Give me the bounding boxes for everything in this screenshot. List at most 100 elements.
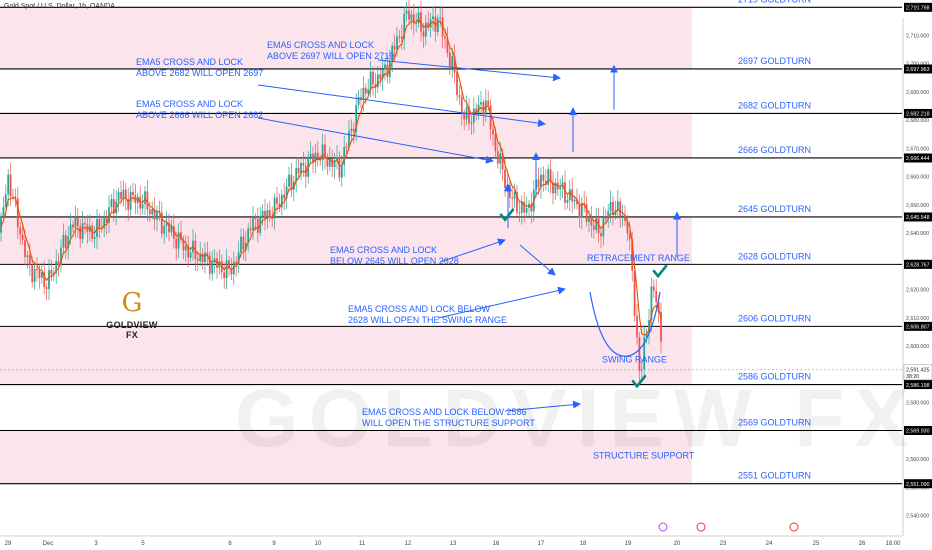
candle <box>566 200 569 203</box>
candle <box>415 23 418 25</box>
candle <box>163 225 166 234</box>
candle <box>72 224 74 228</box>
candle <box>585 204 588 223</box>
price-label: 2,586.198 <box>906 383 930 389</box>
candle <box>62 235 65 248</box>
y-tick-label: 2,540.000 <box>906 514 929 520</box>
candle <box>76 217 79 226</box>
candle <box>276 197 278 204</box>
candle <box>40 272 43 278</box>
candle <box>470 122 473 124</box>
candle <box>232 261 235 275</box>
candle <box>110 199 113 207</box>
event-icon <box>789 522 799 532</box>
price-label-box <box>904 321 932 331</box>
check-mark <box>499 208 515 222</box>
bar-countdown: 38:20 <box>906 374 919 380</box>
candle <box>19 227 22 235</box>
candle <box>336 156 338 161</box>
candle <box>597 218 600 234</box>
candle <box>321 144 324 161</box>
candle <box>564 182 566 203</box>
candle <box>518 212 521 214</box>
goldview-logo: G GOLDVIEW FX <box>100 288 164 340</box>
candle <box>398 36 401 38</box>
current-price-box <box>903 364 932 381</box>
annotation-arrow <box>504 400 581 412</box>
y-tick-label: 2,560.000 <box>906 457 929 463</box>
candle <box>626 220 629 234</box>
candle <box>631 239 634 271</box>
candle <box>410 14 413 20</box>
candle <box>86 224 89 232</box>
candle <box>331 158 334 167</box>
candle <box>638 337 641 371</box>
candle <box>201 253 204 262</box>
candle <box>153 209 156 220</box>
candle <box>220 261 223 273</box>
candle <box>458 95 461 98</box>
candle <box>273 197 276 219</box>
candle <box>136 196 139 203</box>
range-label: SWING RANGE <box>602 355 667 365</box>
candle <box>343 146 346 165</box>
candle <box>189 252 192 258</box>
candle <box>460 97 463 115</box>
annotation-arrow <box>437 286 566 319</box>
logo-text: GOLDVIEW FX <box>106 320 158 340</box>
candle <box>367 89 370 94</box>
candle <box>256 218 259 233</box>
x-tick-label: 13 <box>450 541 457 547</box>
level-label: 2586 GOLDTURN <box>738 372 811 382</box>
candle <box>482 102 485 115</box>
annotation-line: ABOVE 2682 WILL OPEN 2697 <box>136 68 263 78</box>
candle <box>297 167 300 174</box>
candle <box>177 232 180 249</box>
candle <box>345 146 348 148</box>
x-tick-label: 18:00 <box>885 541 901 547</box>
candle <box>196 259 199 261</box>
level-label: 2628 GOLDTURN <box>738 251 811 261</box>
candle <box>14 196 17 199</box>
x-tick-label: 16 <box>493 541 500 547</box>
candle <box>338 156 341 178</box>
candle <box>386 64 389 77</box>
price-label-box <box>904 380 932 390</box>
candle <box>7 174 10 195</box>
candle <box>477 104 480 114</box>
candle <box>621 215 624 217</box>
candle <box>165 222 168 226</box>
level-label: 2682 GOLDTURN <box>738 100 811 110</box>
candle <box>357 97 360 105</box>
candle <box>612 202 614 216</box>
candle <box>129 191 132 210</box>
candle <box>141 204 144 209</box>
candle <box>268 210 271 218</box>
annotation-line: EMA5 CROSS AND LOCK <box>136 99 243 109</box>
current-price-label: 2,591.425 <box>906 367 930 373</box>
annotation-line: ABOVE 2697 WILL OPEN 2719 <box>267 51 394 61</box>
candle <box>16 198 19 228</box>
level-label: 2697 GOLDTURN <box>738 56 811 66</box>
candle <box>422 31 425 37</box>
candle <box>511 197 514 199</box>
candle <box>230 268 233 275</box>
y-tick-label: 2,640.000 <box>906 231 929 237</box>
y-tick-label: 2,580.000 <box>906 401 929 407</box>
candle <box>362 87 365 100</box>
candle <box>446 38 449 53</box>
candle <box>237 252 240 266</box>
candle <box>244 242 247 250</box>
candle <box>475 108 478 114</box>
candle <box>504 169 506 188</box>
x-tick-label: Dec <box>43 541 54 547</box>
candle <box>540 174 542 188</box>
candle <box>228 260 230 269</box>
annotation-line: ABOVE 2666 WILL OPEN 2682 <box>136 110 263 120</box>
candle <box>211 262 214 274</box>
currency-label: USD <box>905 3 920 10</box>
